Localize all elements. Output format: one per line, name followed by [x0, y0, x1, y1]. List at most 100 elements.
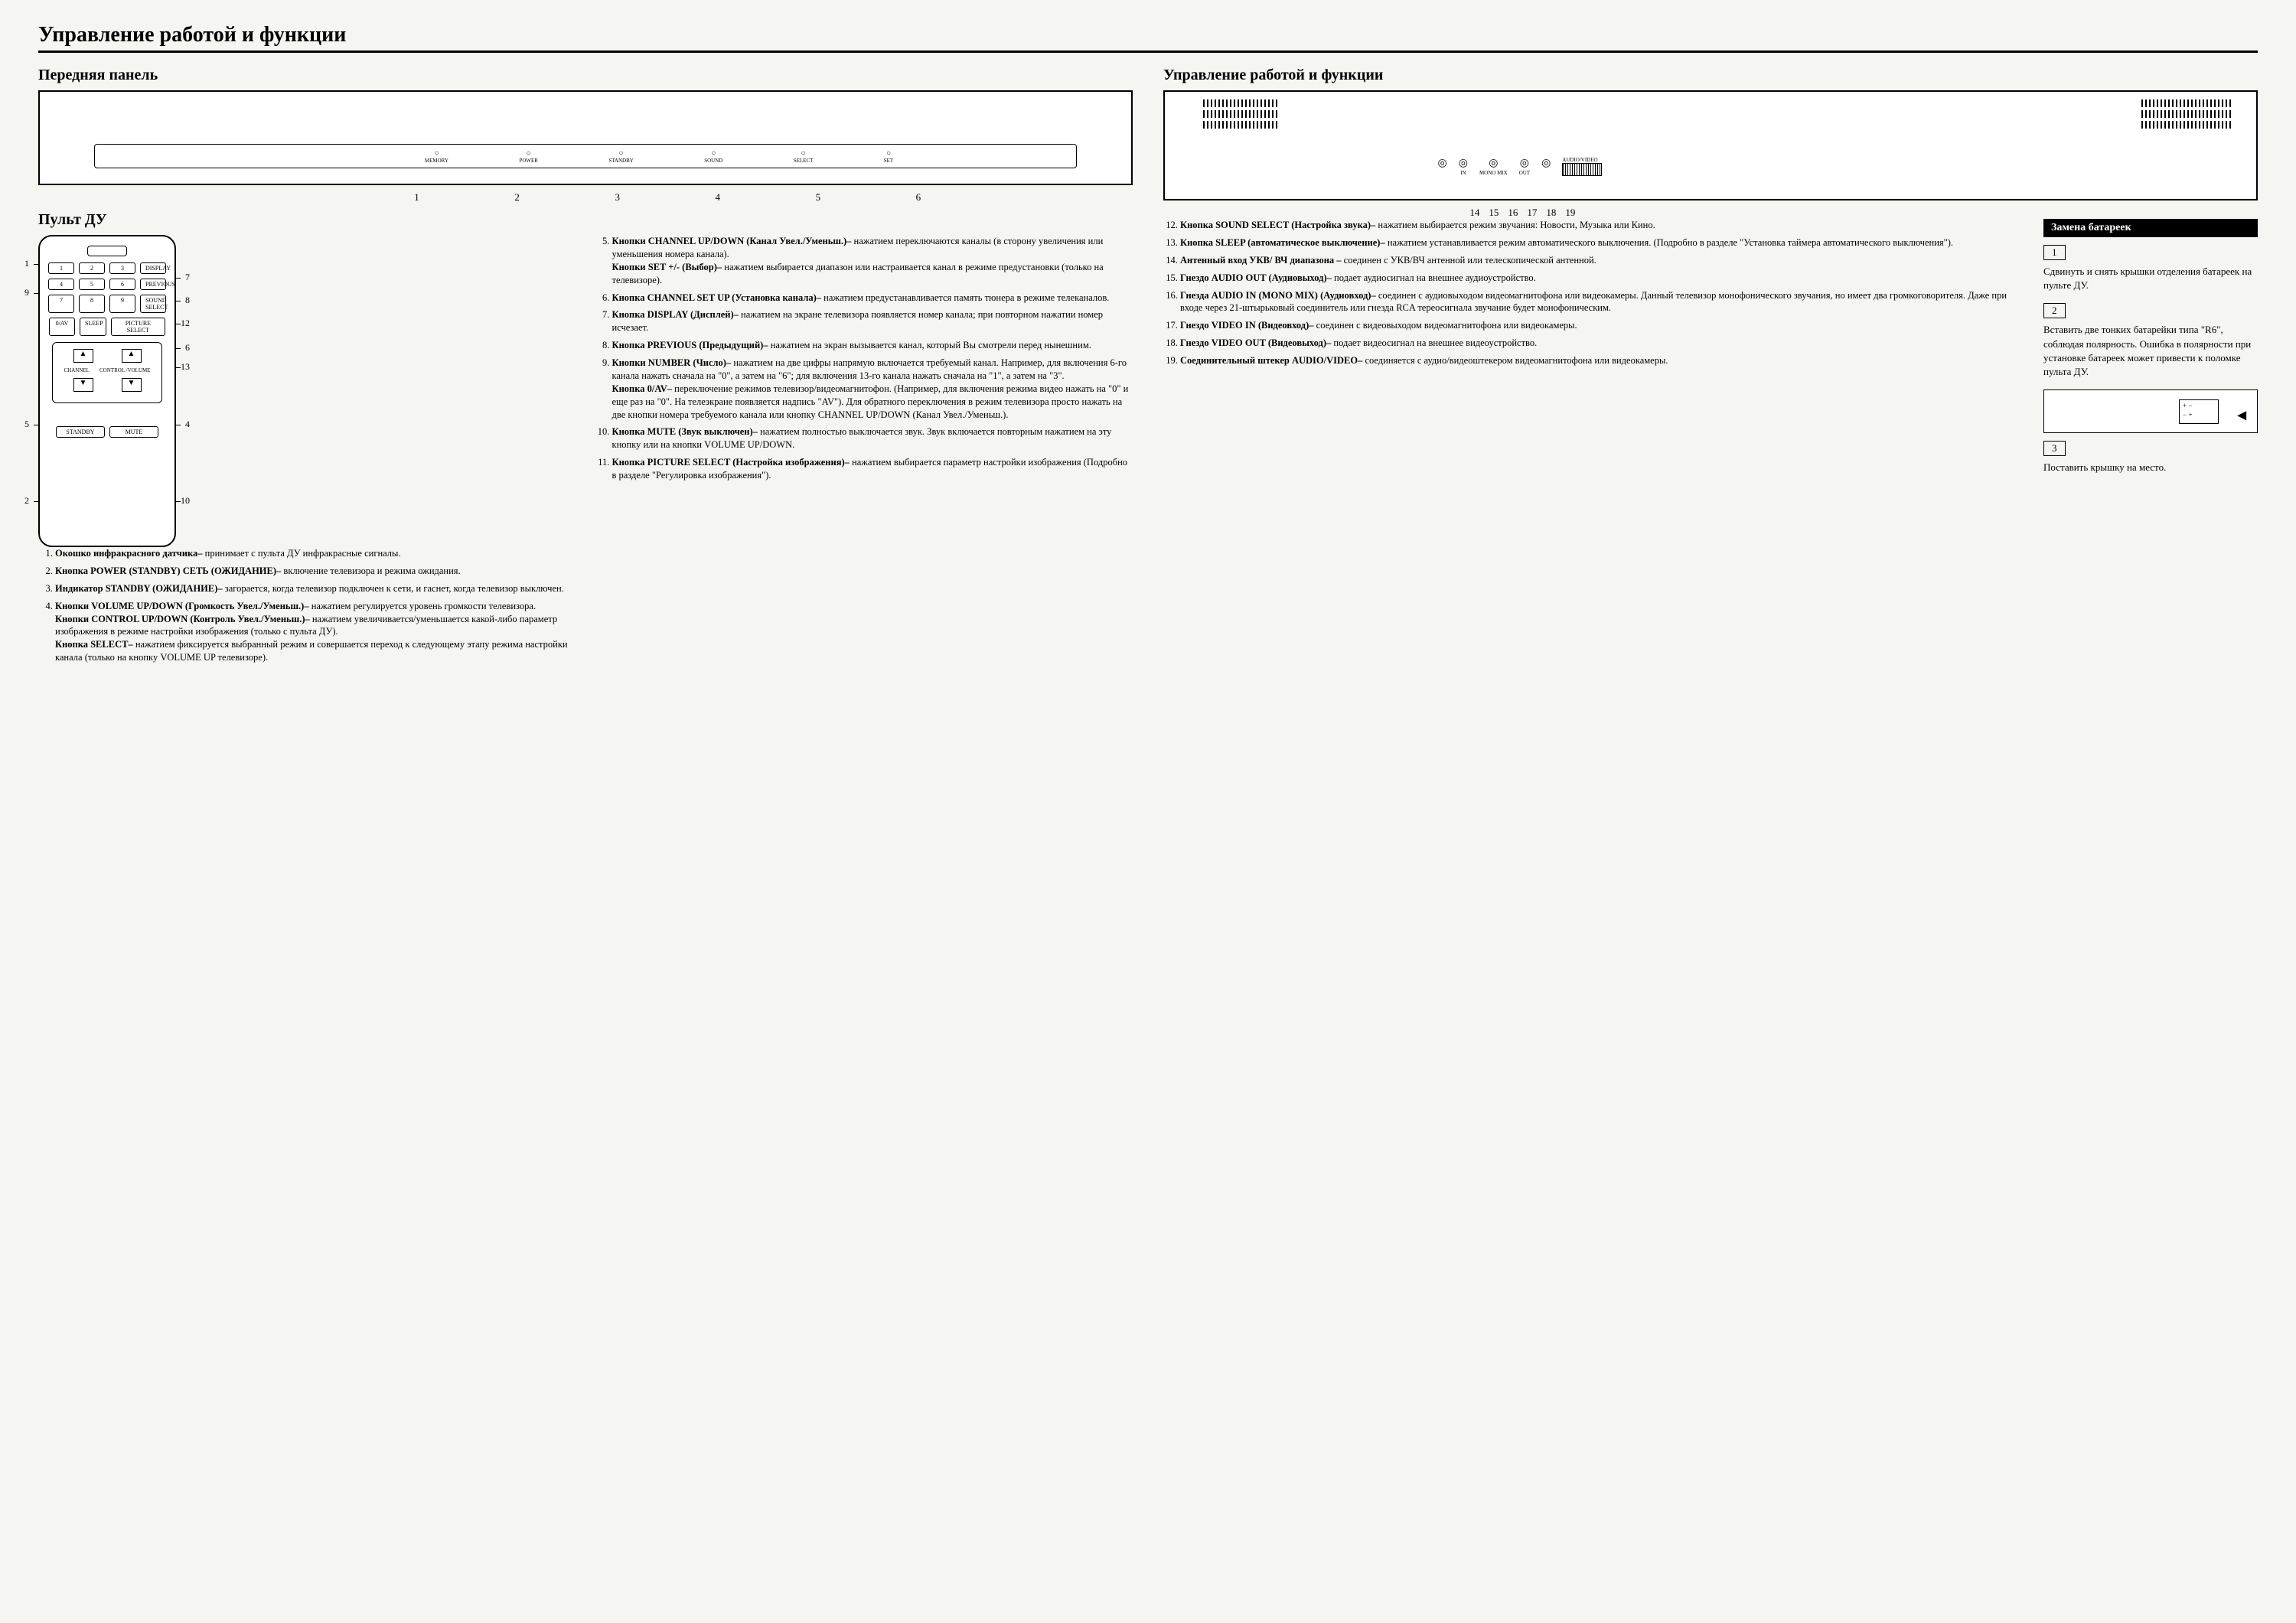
- callout-number: 1: [414, 191, 419, 204]
- right-columns: Кнопка SOUND SELECT (Настройка звука)– н…: [1163, 219, 2258, 485]
- right-page: Управление работой и функции IN MONO MIX…: [1163, 59, 2258, 669]
- panel-btn: POWER: [519, 149, 538, 164]
- description-item: Кнопка SLEEP (автоматическое выключение)…: [1180, 236, 2024, 249]
- description-item: Гнездо AUDIO OUT (Аудиовыход)– подает ау…: [1180, 272, 2024, 285]
- rear-connectors-row: IN MONO MIX OUT AUDIO/VIDEO: [1438, 157, 1603, 176]
- audio-connector-icon: MONO MIX: [1479, 157, 1508, 176]
- front-panel-heading: Передняя панель: [38, 67, 1133, 84]
- step-number-box: 2: [2043, 303, 2066, 318]
- description-item: Кнопка PICTURE SELECT (Настройка изображ…: [612, 456, 1133, 482]
- callout-number: 19: [1565, 207, 1575, 219]
- callout-number: 4: [716, 191, 721, 204]
- num-btn: 5: [79, 279, 105, 290]
- remote-callout-13: 13: [181, 361, 190, 373]
- channel-label: CHANNEL: [64, 367, 90, 373]
- main-title: Управление работой и функции: [38, 23, 2258, 53]
- descriptions-left-list: Окошко инфракрасного датчика– принимает …: [38, 547, 576, 664]
- num-btn: 2: [79, 262, 105, 274]
- description-item: Кнопка CHANNEL SET UP (Установка канала)…: [612, 292, 1133, 305]
- callout-number: 5: [816, 191, 821, 204]
- descriptions-mid-column: Кнопки CHANNEL UP/DOWN (Канал Увел./Умен…: [595, 235, 1133, 669]
- num-btn: 3: [109, 262, 135, 274]
- antenna-connector-icon: [1438, 157, 1447, 176]
- remote-callout-5: 5: [24, 419, 29, 430]
- panel-btn: MEMORY: [425, 149, 448, 164]
- num-btn: 4: [48, 279, 74, 290]
- description-item: Кнопки VOLUME UP/DOWN (Громкость Увел./У…: [55, 600, 576, 664]
- num-btn: 9: [109, 295, 135, 313]
- front-panel-inner: MEMORY POWER STANDBY SOUND SELECT SET: [94, 144, 1076, 168]
- battery-diagram: ◄: [2043, 389, 2258, 433]
- remote-callout-10: 10: [181, 495, 190, 507]
- panel-btn: SOUND: [704, 149, 722, 164]
- num-btn: 6: [109, 279, 135, 290]
- description-item: Гнезда AUDIO IN (MONO MIX) (Аудиовход)– …: [1180, 289, 2024, 315]
- description-item: Соединительный штекер AUDIO/VIDEO– соеди…: [1180, 354, 2024, 367]
- description-item: Кнопки CHANNEL UP/DOWN (Канал Увел./Умен…: [612, 235, 1133, 287]
- callout-number: 2: [514, 191, 520, 204]
- num-btn: 0/AV: [49, 318, 75, 336]
- scart-connector-icon: AUDIO/VIDEO: [1562, 157, 1602, 176]
- front-callout-row: 1 2 3 4 5 6: [367, 191, 969, 204]
- remote-body: 1 2 3 DISPLAY 4 5 6 PREVIOUS 7: [38, 235, 176, 547]
- remote-callout-2: 2: [24, 495, 29, 507]
- rear-panel-diagram: IN MONO MIX OUT AUDIO/VIDEO: [1163, 90, 2258, 200]
- callout-number: 3: [615, 191, 620, 204]
- remote-ir-window: [87, 246, 127, 256]
- remote-callout-1: 1: [24, 258, 29, 269]
- audio-connector-icon: IN: [1459, 157, 1468, 176]
- panel-buttons-row: MEMORY POWER STANDBY SOUND SELECT SET: [390, 149, 929, 164]
- remote-diagram: 1 9 5 2 7 8 12 6 13 4 10 1 2: [38, 235, 176, 547]
- up-arrow-icon: ▲: [73, 349, 93, 363]
- control-volume-label: CONTROL /VOLUME: [99, 367, 150, 373]
- arrow-left-icon: ◄: [2234, 407, 2249, 425]
- step-number-box: 3: [2043, 441, 2066, 456]
- description-item: Окошко инфракрасного датчика– принимает …: [55, 547, 576, 560]
- step-text: Сдвинуть и снять крышки отделения батаре…: [2043, 265, 2258, 292]
- remote-arrow-section: ▲ ▲ CHANNEL CONTROL /VOLUME ▼ ▼: [52, 342, 162, 403]
- descriptions-mid-list: Кнопки CHANNEL UP/DOWN (Канал Увел./Умен…: [595, 235, 1133, 482]
- descriptions-right-list: Кнопка SOUND SELECT (Настройка звука)– н…: [1163, 219, 2024, 367]
- panel-btn: SELECT: [794, 149, 814, 164]
- remote-callout-8: 8: [185, 295, 190, 306]
- video-connector-icon: OUT: [1519, 157, 1530, 176]
- mute-btn: MUTE: [109, 426, 158, 438]
- battery-section: Замена батареек 1 Сдвинуть и снять крышк…: [2043, 219, 2258, 485]
- remote-callout-4: 4: [185, 419, 190, 430]
- description-item: Кнопка MUTE (Звук выключен)– нажатием по…: [612, 425, 1133, 451]
- remote-heading: Пульт ДУ: [38, 211, 1133, 229]
- rear-callout-row: 14 15 16 17 18 19: [1469, 207, 2258, 219]
- remote-column: 1 9 5 2 7 8 12 6 13 4 10 1 2: [38, 235, 576, 669]
- callout-number: 17: [1527, 207, 1537, 219]
- sleep-btn: SLEEP: [80, 318, 106, 336]
- callout-number: 15: [1489, 207, 1499, 219]
- front-panel-diagram: MEMORY POWER STANDBY SOUND SELECT SET: [38, 90, 1133, 185]
- down-arrow-icon: ▼: [122, 378, 142, 392]
- description-item: Антенный вход УКВ/ ВЧ диапазона – соедин…: [1180, 254, 2024, 267]
- num-btn: 8: [79, 295, 105, 313]
- num-btn: 1: [48, 262, 74, 274]
- step-number-box: 1: [2043, 245, 2066, 260]
- callout-number: 6: [916, 191, 921, 204]
- rear-heading: Управление работой и функции: [1163, 67, 2258, 84]
- callout-number: 18: [1546, 207, 1556, 219]
- video-connector-icon: [1541, 157, 1551, 176]
- left-description-cols: 1 9 5 2 7 8 12 6 13 4 10 1 2: [38, 235, 1133, 669]
- step-text: Поставить крышку на место.: [2043, 461, 2258, 474]
- description-item: Кнопка SOUND SELECT (Настройка звука)– н…: [1180, 219, 2024, 232]
- battery-header: Замена батареек: [2043, 219, 2258, 237]
- description-item: Кнопка PREVIOUS (Предыдущий)– нажатием н…: [612, 339, 1133, 352]
- down-arrow-icon: ▼: [73, 378, 93, 392]
- up-arrow-icon: ▲: [122, 349, 142, 363]
- description-item: Кнопка DISPLAY (Дисплей)– нажатием на эк…: [612, 308, 1133, 334]
- description-item: Индикатор STANDBY (ОЖИДАНИЕ)– загорается…: [55, 582, 576, 595]
- description-item: Гнездо VIDEO IN (Видеовход)– соединен с …: [1180, 319, 2024, 332]
- sound-select-btn: SOUND SELECT: [140, 295, 166, 313]
- num-btn: 7: [48, 295, 74, 313]
- picture-select-btn: PICTURE SELECT: [111, 318, 165, 336]
- previous-btn: PREVIOUS: [140, 279, 166, 290]
- panel-btn: STANDBY: [608, 149, 634, 164]
- panel-btn: SET: [884, 149, 893, 164]
- remote-callout-12: 12: [181, 318, 190, 329]
- description-item: Гнездо VIDEO OUT (Видеовыход)– подает ви…: [1180, 337, 2024, 350]
